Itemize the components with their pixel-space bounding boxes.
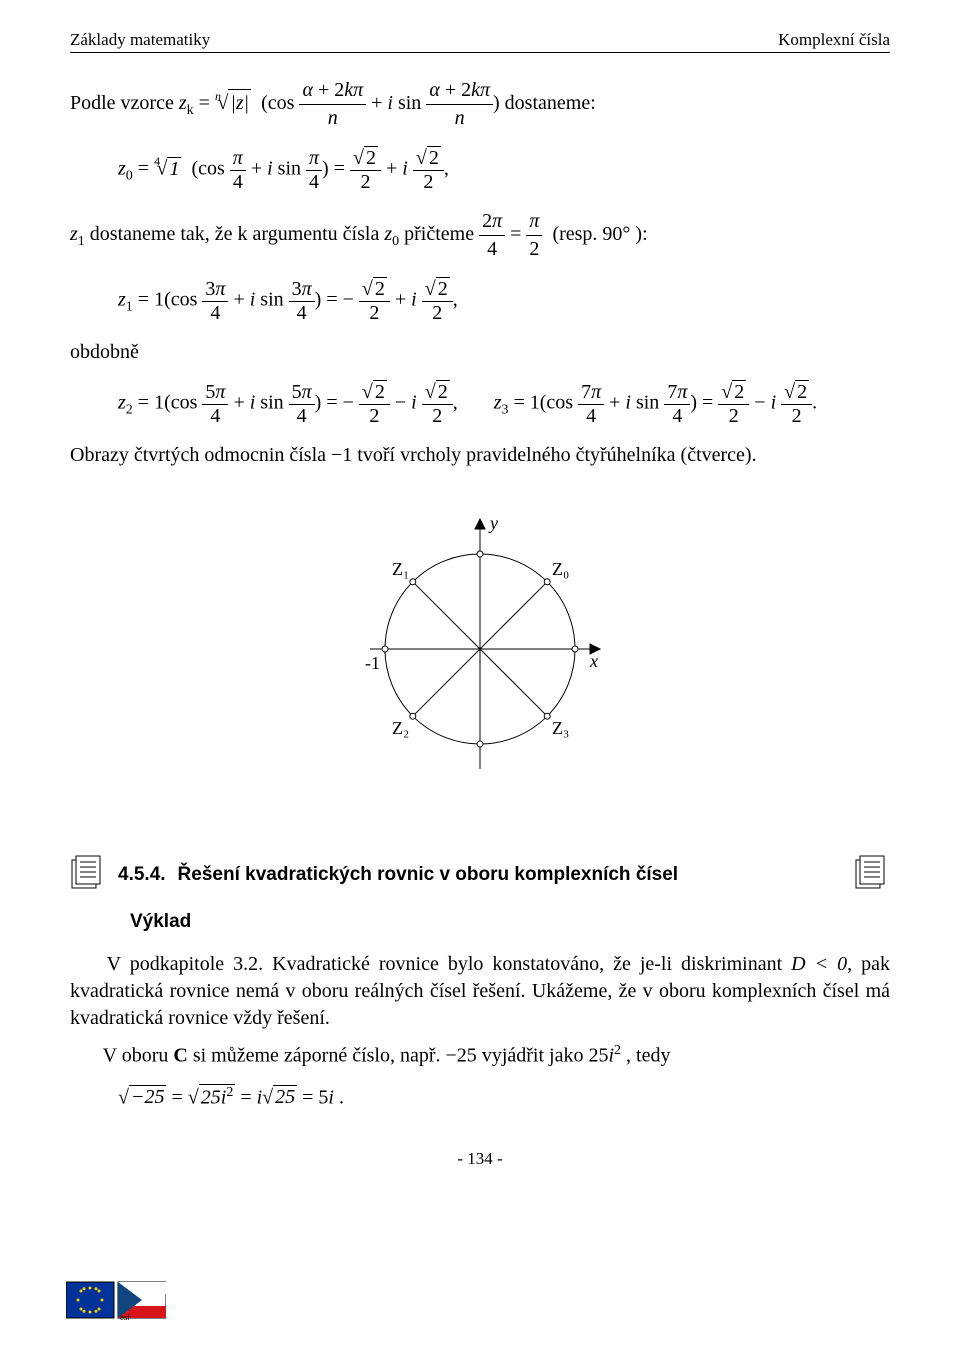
body1a: V podkapitole 3.2. Kvadratické rovnice b… — [107, 953, 792, 975]
graph-svg: y x Z₀ Z₁ Z₂ Z₃ -1 — [330, 499, 630, 789]
formula-z0: z0 = 4√1 (cos π4 + i sin π4) = √22 + i √… — [118, 146, 890, 194]
body2a: V oboru — [103, 1045, 174, 1067]
graph-label-z2: Z₂ — [392, 718, 409, 738]
z1-text-a: dostaneme tak, že k argumentu čísla — [90, 223, 385, 245]
notes-icon-right — [854, 854, 890, 895]
section-subhead: Výklad — [130, 911, 890, 933]
graph-label-y: y — [488, 513, 498, 533]
graph-label-z1: Z₁ — [392, 559, 409, 579]
formula-z1: z1 = 1(cos 3π4 + i sin 3π4) = − √22 + i … — [118, 277, 890, 325]
formula-z2z3: z2 = 1(cos 5π4 + i sin 5π4) = − √22 − i … — [118, 380, 890, 428]
z1-explain: z1 dostaneme tak, že k argumentu čísla z… — [70, 208, 890, 263]
body2c: vyjádřit jako — [482, 1045, 589, 1067]
svg-text:esf: esf — [120, 1315, 129, 1322]
page-number: - 134 - — [70, 1149, 890, 1169]
body-para-2: V oboru C si můžeme záporné číslo, např.… — [70, 1042, 890, 1070]
formula-sqrt25: √−25 = √25i2 = i√25 = 5i . — [118, 1084, 890, 1110]
unit-circle-graph: y x Z₀ Z₁ Z₂ Z₃ -1 — [70, 499, 890, 794]
body2d: , tedy — [626, 1045, 670, 1067]
section-title: Řešení kvadratických rovnic v oboru komp… — [178, 864, 679, 886]
graph-label-z3: Z₃ — [552, 718, 569, 738]
intro-line: Podle vzorce zk = n√|z| (cos α + 2kπn + … — [70, 77, 890, 132]
intro-suffix: dostaneme: — [505, 92, 596, 114]
section-heading-row: 4.5.4. Řešení kvadratických rovnic v obo… — [70, 854, 890, 895]
footer-flags: esf — [66, 1278, 166, 1327]
notes-icon — [70, 854, 106, 895]
section-number: 4.5.4. — [118, 864, 166, 886]
similarly: obdobně — [70, 339, 890, 366]
graph-label-neg1: -1 — [365, 653, 380, 673]
graph-label-z0: Z₀ — [552, 559, 569, 579]
square-text: Obrazy čtvrtých odmocnin čísla −1 tvoří … — [70, 442, 890, 469]
body-para-1: V podkapitole 3.2. Kvadratické rovnice b… — [70, 951, 890, 1032]
body2b: si můžeme záporné číslo, např. — [193, 1045, 446, 1067]
page-header: Základy matematiky Komplexní čísla — [70, 30, 890, 53]
z1-text-c: (resp. 90° ): — [552, 223, 647, 245]
header-right: Komplexní čísla — [778, 30, 890, 50]
graph-label-x: x — [589, 651, 598, 671]
intro-prefix: Podle vzorce — [70, 92, 179, 114]
z1-text-b: přičteme — [404, 223, 479, 245]
header-left: Základy matematiky — [70, 30, 210, 50]
formula-zk: zk = n√|z| (cos α + 2kπn + i sin α + 2kπ… — [179, 92, 505, 114]
